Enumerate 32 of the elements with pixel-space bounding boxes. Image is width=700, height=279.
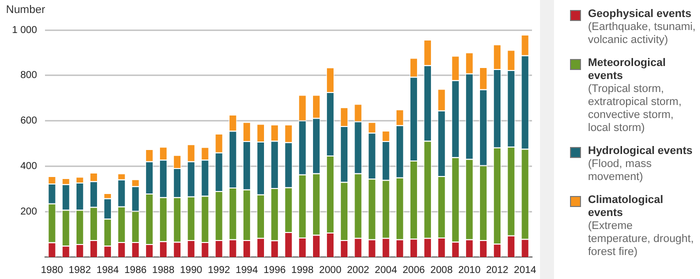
x-tick-label: 1980	[40, 264, 64, 276]
legend-label: Hydrological events	[588, 145, 694, 158]
text: (Earthquake, tsunami, volcanic activity)	[588, 21, 697, 47]
x-tick-label: 1998	[291, 264, 314, 276]
x-tick-label: 2014	[514, 264, 537, 276]
x-tick-label: 1994	[236, 264, 258, 276]
legend-label: Geophysical events	[588, 8, 692, 21]
x-tick-label: 1990	[180, 264, 203, 276]
x-tick-label: 1986	[124, 264, 148, 276]
y-axis-title: Number	[6, 4, 46, 16]
y-tick-label: 400	[20, 160, 38, 172]
x-tick-label: 1984	[96, 264, 120, 276]
x-tick-label: 1982	[68, 264, 92, 276]
x-tick-label: 1992	[208, 264, 231, 276]
legend-label: Meteorological events	[588, 57, 667, 83]
text: (Flood, mass movement)	[588, 158, 653, 184]
x-tick-label: 2010	[458, 264, 481, 276]
text: (Extreme temperature, drought, forest fire)	[588, 220, 695, 259]
x-tick-label: 2000	[319, 264, 342, 276]
x-tick-label: 2002	[346, 264, 370, 276]
text: (Tropical storm, extratropical storm, convective storm, local storm)	[588, 83, 683, 135]
y-tick-label: 600	[20, 116, 38, 127]
x-tick-label: 2006	[402, 264, 426, 276]
y-tick-label: 800	[20, 70, 38, 82]
y-tick-label: 200	[20, 206, 38, 218]
x-tick-label: 1988	[152, 264, 175, 276]
x-tick-label: 2008	[430, 264, 454, 276]
legend-label: Climatological events	[588, 194, 664, 220]
y-tick-label: 1 000	[12, 24, 38, 36]
x-tick-label: 2012	[486, 264, 509, 276]
x-tick-label: 2004	[374, 264, 398, 276]
x-tick-label: 1996	[263, 264, 286, 276]
